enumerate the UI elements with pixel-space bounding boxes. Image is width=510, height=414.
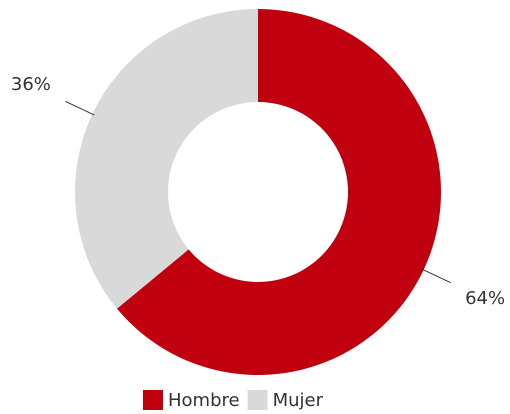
leader-line — [65, 100, 95, 116]
donut-slice — [116, 9, 441, 375]
donut-slice — [75, 9, 259, 309]
data-label: 36% — [11, 74, 51, 95]
leader-line — [421, 268, 451, 284]
legend-label: Mujer — [273, 390, 324, 411]
legend-swatch — [143, 390, 163, 410]
data-label: 64% — [465, 288, 505, 309]
legend-swatch — [247, 390, 268, 410]
legend-label: Hombre — [168, 390, 240, 411]
